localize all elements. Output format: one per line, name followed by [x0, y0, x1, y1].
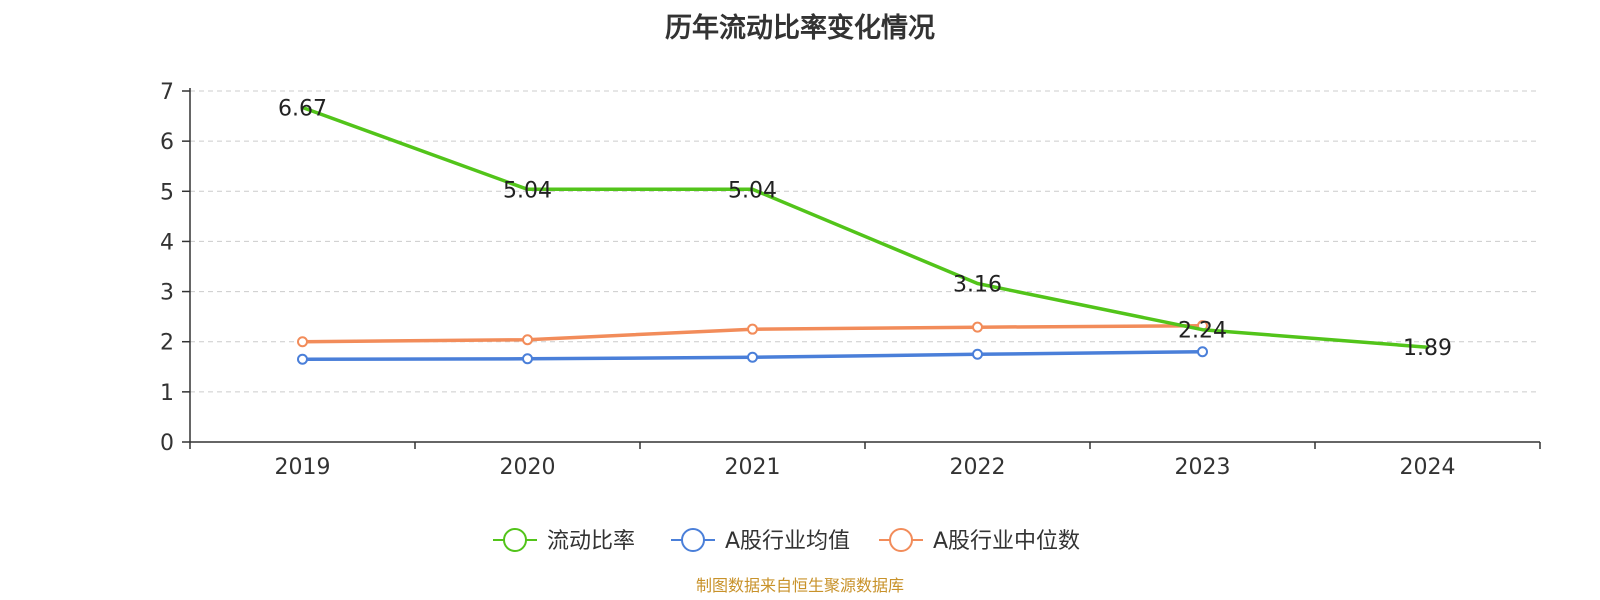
data-point — [972, 348, 983, 360]
data-point — [297, 336, 308, 348]
legend-item: A股行业均值 — [671, 528, 850, 554]
legend-item: 流动比率 — [493, 528, 635, 554]
x-tick-label: 2021 — [725, 455, 781, 480]
legend-marker — [889, 528, 913, 552]
y-tick-label: 5 — [160, 180, 174, 205]
data-point — [747, 351, 758, 363]
y-tick-label: 1 — [160, 381, 174, 406]
x-tick-label: 2024 — [1400, 455, 1456, 480]
data-label: 5.04 — [728, 178, 777, 203]
legend-marker — [681, 528, 705, 552]
y-tick-label: 4 — [160, 230, 174, 255]
legend-item: A股行业中位数 — [879, 528, 1080, 554]
y-tick-label: 6 — [160, 130, 174, 155]
data-label: 3.16 — [953, 273, 1002, 298]
data-label: 6.67 — [278, 97, 327, 122]
series-line — [300, 105, 1430, 349]
x-tick-label: 2022 — [950, 455, 1006, 480]
data-point — [522, 334, 533, 346]
data-point — [297, 353, 308, 365]
x-tick-label: 2019 — [275, 455, 331, 480]
y-tick-label: 0 — [160, 431, 174, 456]
data-label: 2.24 — [1178, 319, 1227, 344]
data-label: 1.89 — [1403, 336, 1452, 361]
x-tick-label: 2020 — [500, 455, 556, 480]
x-tick-label: 2023 — [1175, 455, 1231, 480]
y-tick-label: 2 — [160, 331, 174, 356]
chart-title: 历年流动比率变化情况 — [665, 13, 935, 44]
legend-label: A股行业中位数 — [933, 529, 1080, 554]
data-point — [747, 323, 758, 335]
legend-label: A股行业均值 — [725, 529, 850, 554]
legend-label: 流动比率 — [547, 529, 635, 554]
data-point — [522, 353, 533, 365]
legend-marker — [503, 528, 527, 552]
y-tick-label: 3 — [160, 281, 174, 306]
y-tick-label: 7 — [160, 80, 174, 105]
data-point — [972, 321, 983, 333]
source-note: 制图数据来自恒生聚源数据库 — [695, 576, 904, 595]
data-label: 5.04 — [503, 178, 552, 203]
data-point — [1197, 346, 1208, 358]
